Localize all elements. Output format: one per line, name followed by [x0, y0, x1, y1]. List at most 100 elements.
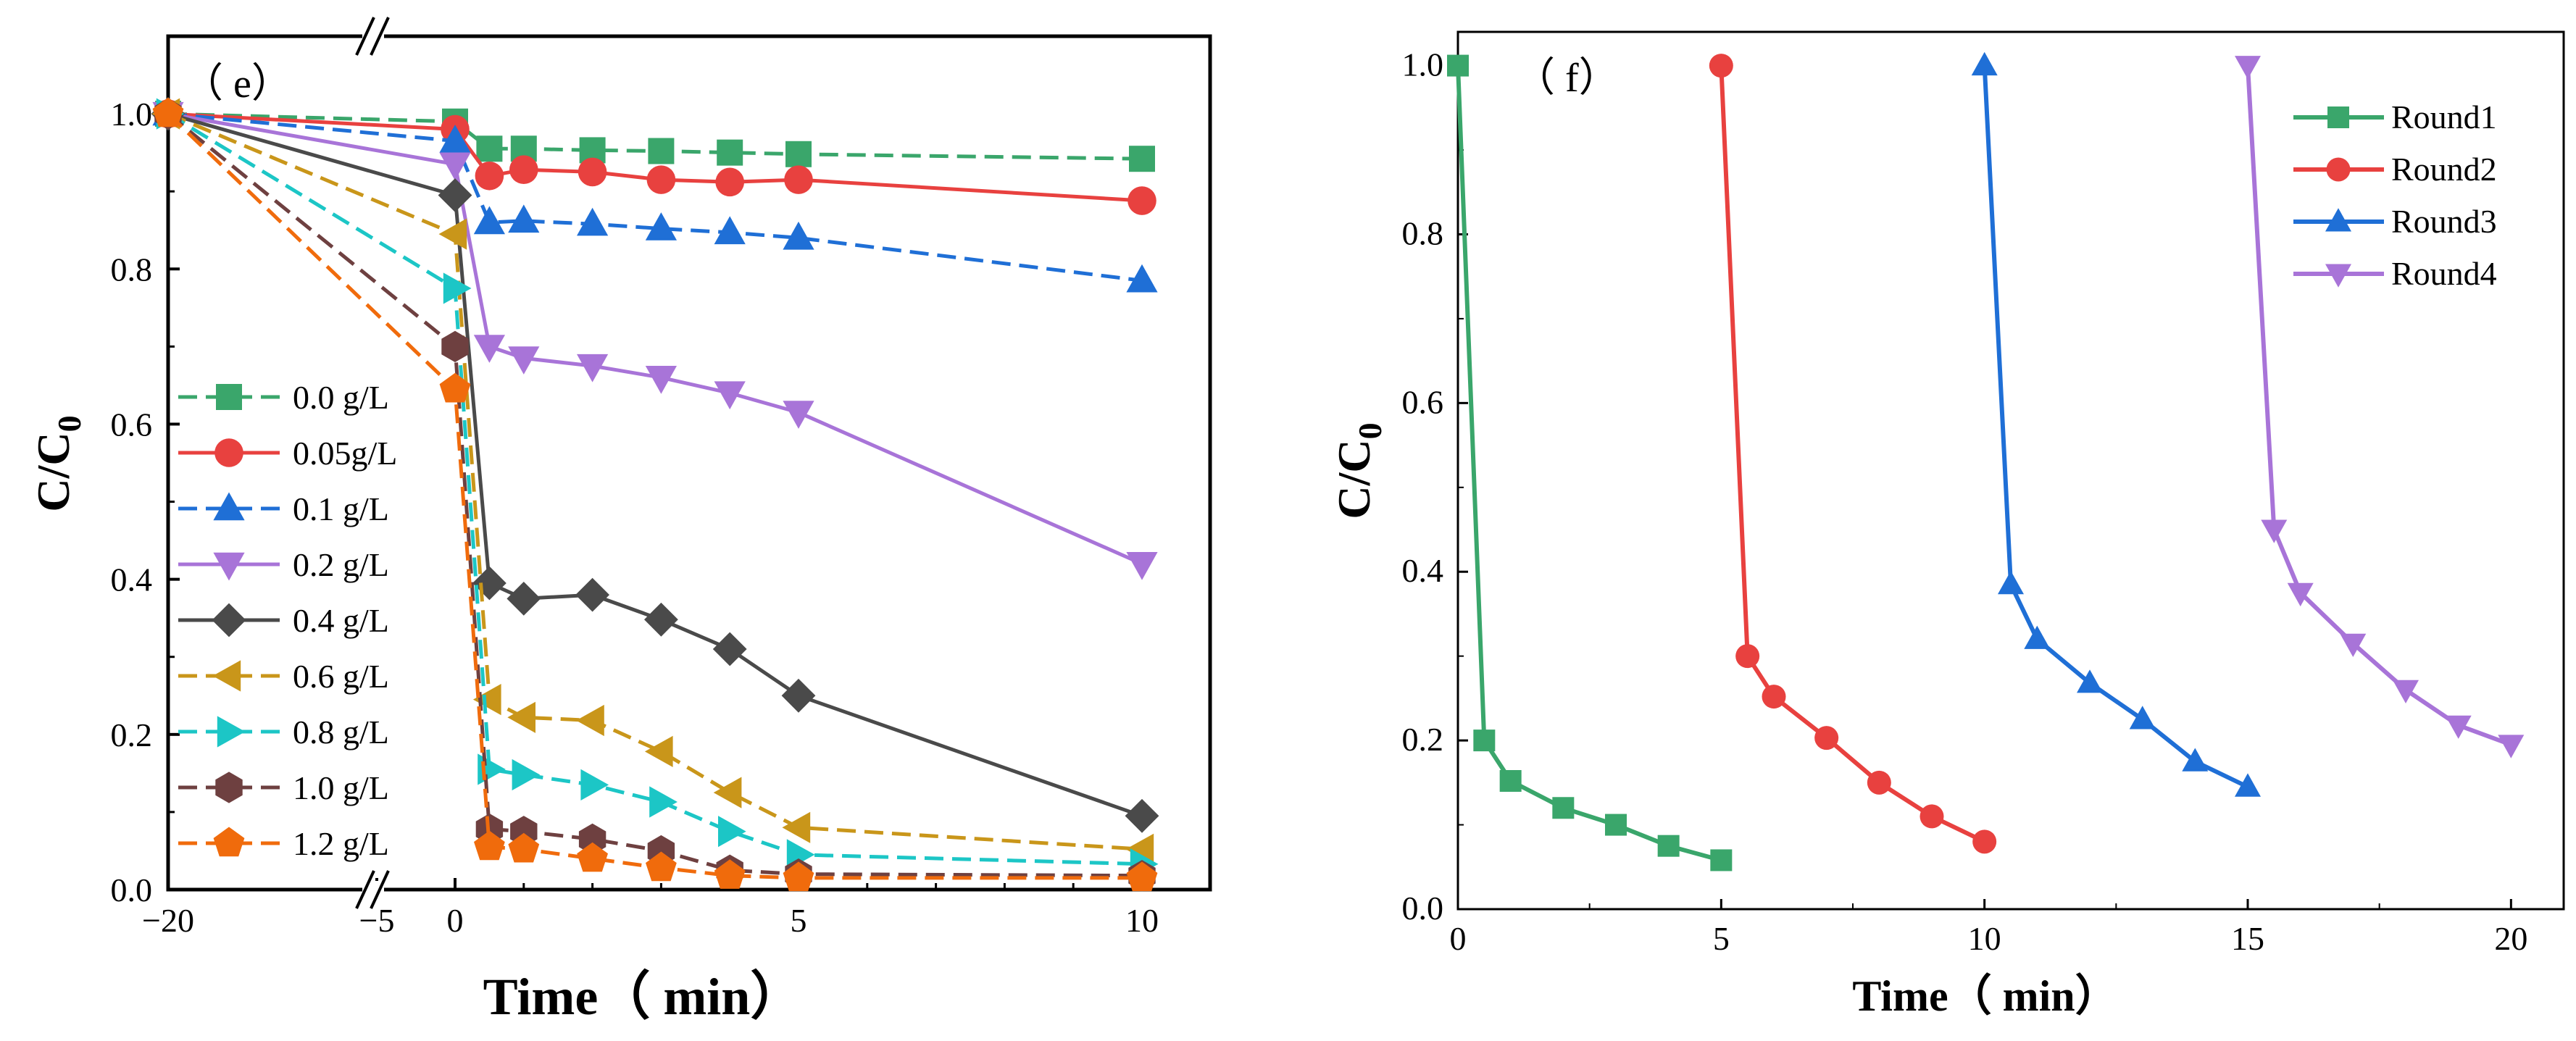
- data-point: [473, 335, 505, 363]
- y-tick-label: 0.0: [111, 871, 153, 908]
- axis-break-bottom: [355, 870, 390, 909]
- data-point: [576, 704, 604, 737]
- data-point: [439, 372, 471, 403]
- x-axis-label: Time（ min）: [483, 968, 803, 1026]
- legend-marker: [213, 492, 245, 521]
- data-point: [438, 218, 467, 250]
- y-axis-label: C/C0: [1328, 422, 1388, 519]
- y-axis-label: C/C0: [28, 415, 88, 511]
- data-point: [1125, 798, 1159, 833]
- data-point: [2287, 582, 2314, 607]
- data-point: [580, 769, 609, 800]
- data-point: [783, 221, 814, 250]
- legend-marker: [216, 384, 242, 410]
- data-point: [507, 582, 541, 616]
- y-tick-label: 0.6: [1402, 383, 1444, 420]
- legend-label: 0.2 g/L: [293, 546, 389, 583]
- data-point: [2393, 680, 2419, 703]
- data-point: [443, 272, 472, 304]
- data-point: [508, 204, 540, 233]
- legend-marker: [214, 438, 243, 467]
- data-point: [645, 212, 677, 241]
- data-point: [472, 684, 501, 716]
- data-point: [438, 178, 472, 212]
- data-point: [714, 859, 746, 889]
- data-point: [645, 366, 677, 394]
- legend-label: 0.8 g/L: [293, 714, 389, 751]
- x-tick-label: 15: [2231, 920, 2264, 957]
- data-point: [1447, 54, 1469, 77]
- data-point: [717, 139, 743, 166]
- data-point: [2235, 773, 2261, 797]
- data-point: [575, 577, 609, 612]
- legend-item: 0.6 g/L: [178, 658, 389, 695]
- legend-marker: [2327, 106, 2349, 128]
- x-axis-label: Time（ min）: [1852, 971, 2118, 1020]
- legend-item: 0.8 g/L: [178, 714, 389, 751]
- y-tick-label: 0.4: [1402, 552, 1444, 589]
- x-tick-label: 0: [1450, 920, 1467, 957]
- data-point: [714, 216, 746, 245]
- legend-label: Round2: [2391, 151, 2497, 188]
- data-point: [646, 165, 676, 194]
- x-tick-label: 20: [2494, 920, 2527, 957]
- x-tick-label: 10: [1125, 902, 1159, 939]
- legend-item: Round2: [2293, 151, 2497, 188]
- legend-label: Round4: [2391, 255, 2497, 292]
- data-point: [507, 701, 535, 733]
- legend-label: 1.2 g/L: [293, 825, 389, 862]
- legend-item: Round4: [2293, 255, 2497, 292]
- series-0-1-g-L: [152, 97, 1158, 293]
- legend-item: 0.05g/L: [178, 435, 397, 472]
- legend-label: 0.4 g/L: [293, 602, 389, 639]
- legend-marker: [213, 827, 245, 857]
- data-point: [1998, 570, 2024, 595]
- data-point: [2024, 625, 2051, 649]
- data-point: [1126, 552, 1158, 580]
- legend-label: Round1: [2391, 99, 2497, 135]
- legend-marker: [213, 552, 245, 581]
- x-tick-label: 10: [1968, 920, 2001, 957]
- data-point: [2498, 735, 2525, 758]
- data-point: [1814, 726, 1839, 751]
- data-point: [644, 602, 678, 637]
- data-point: [713, 777, 742, 808]
- data-point: [644, 735, 673, 767]
- series-line: [1456, 65, 1722, 863]
- data-point: [1552, 797, 1575, 819]
- series-1-2-g-L: [152, 97, 1158, 892]
- series-Round3: [1971, 51, 2261, 797]
- series-line: [1719, 65, 1985, 844]
- data-point: [512, 758, 541, 791]
- series-0-4-g-L: [151, 96, 1159, 833]
- axis-break-top: [355, 17, 390, 56]
- data-point: [1972, 829, 1997, 854]
- data-point: [781, 678, 816, 713]
- x-tick-label: 5: [1713, 920, 1730, 957]
- legend-item: Round1: [2293, 99, 2497, 135]
- y-tick-label: 1.0: [1402, 46, 1444, 83]
- legend-label: 0.1 g/L: [293, 490, 389, 527]
- plot-frame: [1456, 30, 2565, 911]
- data-point: [1126, 861, 1158, 892]
- legend-label: 0.6 g/L: [293, 658, 389, 695]
- series-line: [167, 112, 1142, 880]
- data-point: [152, 97, 184, 127]
- legend-marker: [2325, 208, 2351, 232]
- legend-item: 1.2 g/L: [178, 825, 389, 862]
- data-point: [1971, 51, 1998, 76]
- data-point: [476, 135, 503, 162]
- data-point: [648, 138, 675, 164]
- legend-marker: [215, 772, 243, 803]
- data-point: [782, 811, 811, 843]
- data-point: [577, 842, 608, 872]
- data-point: [578, 157, 607, 187]
- data-point: [2261, 519, 2288, 543]
- data-point: [2182, 748, 2209, 772]
- data-point: [439, 125, 471, 153]
- data-point: [2235, 56, 2261, 80]
- series-Round2: [1709, 54, 1997, 854]
- panel-label: （ e）: [183, 62, 292, 106]
- data-point: [1657, 835, 1680, 857]
- data-point: [646, 851, 677, 882]
